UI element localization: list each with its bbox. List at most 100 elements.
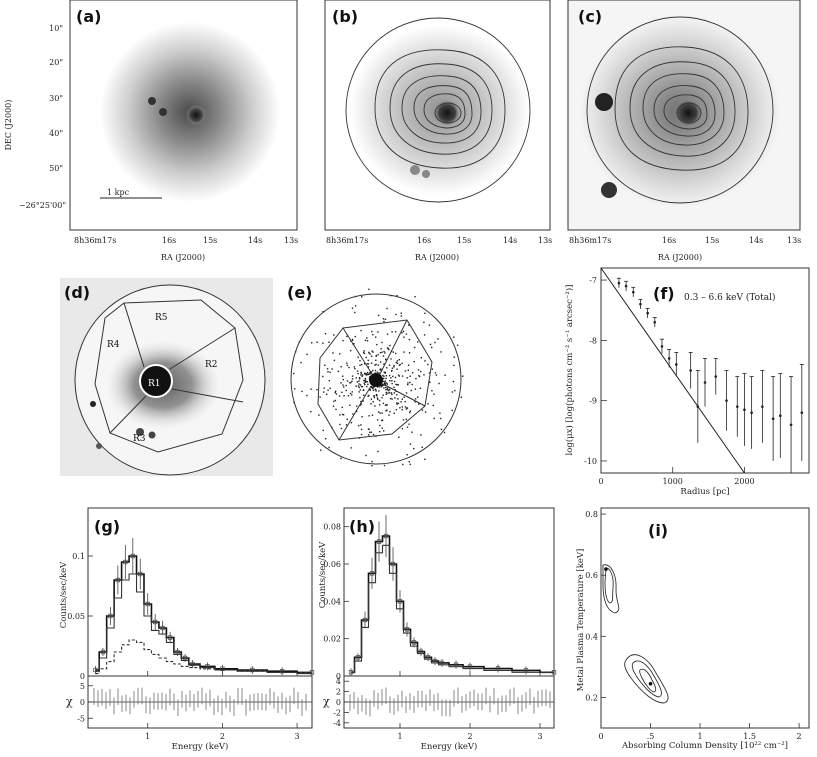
panel-f-xlabel: Radius [pc] — [680, 487, 729, 497]
data-point — [675, 363, 678, 366]
photon-event — [387, 389, 389, 391]
data-point — [660, 345, 664, 348]
photon-event — [355, 377, 357, 379]
photon-event — [359, 404, 361, 406]
panel-g-label: (g) — [94, 517, 120, 536]
region-boundary — [317, 319, 433, 441]
photon-event — [337, 370, 340, 373]
panel-h-spectrum-frame — [343, 507, 555, 677]
photon-event — [365, 374, 367, 376]
photon-event — [335, 393, 338, 395]
photon-event — [391, 382, 393, 385]
data-point — [167, 635, 173, 640]
photon-event — [372, 351, 374, 353]
data-point — [182, 655, 188, 661]
photon-event — [433, 393, 435, 395]
photon-event — [444, 374, 446, 376]
photon-event — [371, 350, 373, 352]
photon-event — [460, 396, 462, 398]
data-point — [523, 668, 529, 673]
region-label: R3 — [133, 434, 146, 444]
photon-event — [392, 351, 394, 353]
y-tick-label: 0.06 — [323, 560, 341, 569]
data-point — [703, 381, 707, 384]
ra-tick-label: 16s — [162, 236, 176, 245]
sector-line — [109, 395, 147, 434]
y-tick-label: 0.04 — [323, 597, 341, 606]
panel-f-annotation: 0.3 – 6.6 keV (Total) — [684, 292, 775, 303]
photon-event — [405, 392, 408, 394]
photon-event — [386, 307, 388, 310]
photon-event — [400, 315, 402, 317]
photon-event — [403, 396, 405, 398]
ra-tick-label: 14s — [248, 236, 262, 245]
photon-event — [372, 389, 375, 391]
photon-event — [379, 361, 382, 363]
photon-event — [335, 408, 337, 411]
panel-b-source — [410, 165, 420, 175]
photon-event — [389, 380, 391, 382]
residual-tick-label: -4 — [333, 719, 341, 728]
data-point — [390, 561, 396, 567]
photon-event — [343, 395, 345, 397]
photon-event — [379, 412, 381, 414]
photon-event — [406, 426, 409, 428]
photon-event — [401, 406, 403, 408]
photon-event — [371, 465, 373, 467]
photon-event — [378, 390, 380, 392]
photon-event — [374, 364, 376, 366]
photon-event — [328, 380, 330, 382]
data-point — [667, 357, 671, 360]
photon-event — [306, 353, 308, 356]
photon-event — [351, 375, 354, 377]
photon-event — [376, 395, 378, 397]
photon-event — [332, 352, 334, 354]
photon-event — [417, 369, 420, 371]
photon-event — [379, 352, 382, 354]
photon-event — [382, 318, 385, 320]
photon-event — [411, 383, 413, 386]
photon-event — [349, 404, 351, 406]
panel-c: (c) 8h36m17s 16s 15s 14s 13s RA (J2000) — [567, 0, 801, 262]
scale-bar-label: 1 kpc — [107, 188, 130, 197]
photon-event — [423, 334, 426, 336]
photon-event — [363, 363, 366, 365]
photon-event — [395, 361, 397, 364]
data-point — [771, 417, 775, 421]
photon-event — [360, 385, 363, 388]
photon-event — [385, 359, 387, 361]
outer-region-circle — [290, 293, 462, 465]
data-point — [411, 640, 417, 645]
photon-event — [333, 334, 335, 336]
dec-axis: 10" 20" 30" 40" 50" −26°25'00" DEC (J200… — [4, 24, 66, 210]
ra-tick-label: 14s — [503, 236, 517, 245]
photon-event — [387, 347, 389, 350]
dec-tick-label: 20" — [49, 58, 63, 67]
photon-event — [398, 359, 400, 361]
photon-event — [385, 377, 387, 380]
photon-event — [400, 401, 402, 403]
panel-f: 0 1000 2000 -7 -8 -9 -10 (f) 0.3 – 6.6 keV (To… — [564, 267, 810, 497]
photon-event — [383, 375, 385, 378]
photon-event — [350, 422, 353, 424]
contour — [602, 564, 620, 614]
photon-event — [414, 296, 416, 298]
x-tick-label: .5 — [647, 732, 655, 741]
data-point — [631, 290, 635, 294]
data-point — [108, 613, 113, 619]
photon-event — [381, 419, 384, 421]
photon-event — [401, 409, 403, 411]
photon-event — [427, 363, 429, 366]
photon-event — [326, 368, 329, 370]
photon-event — [394, 331, 397, 333]
photon-event — [410, 389, 412, 392]
photon-event — [369, 372, 371, 374]
photon-event — [439, 417, 442, 420]
photon-event — [326, 393, 328, 395]
panel-h-label: (h) — [349, 517, 375, 536]
data-point — [750, 411, 753, 415]
photon-event — [399, 363, 401, 366]
data-point — [100, 649, 106, 655]
photon-event — [363, 352, 366, 355]
